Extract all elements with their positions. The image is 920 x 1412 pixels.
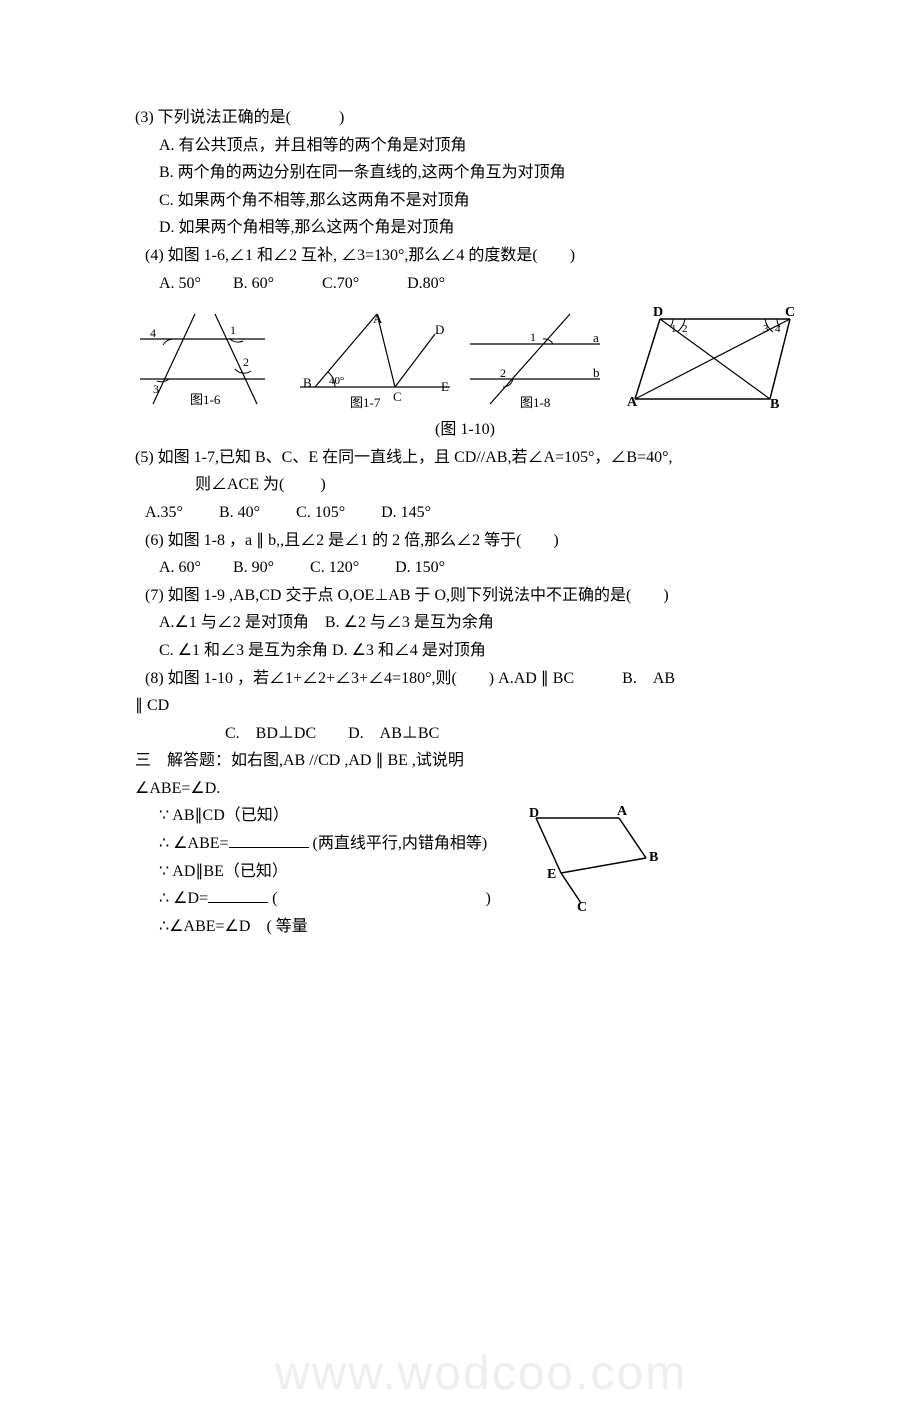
proof-p2: ∴ ∠ABE= (两直线平行,内错角相等) (135, 831, 491, 857)
svg-text:图1-6: 图1-6 (190, 392, 221, 407)
proof-p1: ∵ AB∥CD（已知） (135, 803, 491, 829)
figure-1-10: D C A B 1 2 3 4 (625, 304, 795, 409)
q4-options: A. 50° B. 60° C.70° D.80° (135, 271, 795, 297)
svg-text:A: A (627, 395, 638, 409)
svg-text:D: D (529, 806, 539, 821)
blank-2 (208, 902, 268, 903)
q8-line2: ∥ CD (135, 693, 795, 719)
svg-text:图1-7: 图1-7 (350, 395, 381, 409)
answer-line2: ∠ABE=∠D. (135, 776, 795, 802)
q6-stem: (6) 如图 1-8 ，a ∥ b,,且∠2 是∠1 的 2 倍,那么∠2 等于… (135, 528, 795, 554)
q3-opt-a: A. 有公共顶点，并且相等的两个角是对顶角 (135, 133, 795, 159)
svg-text:图1-8: 图1-8 (520, 395, 550, 409)
svg-text:D: D (435, 322, 444, 337)
svg-text:4: 4 (775, 323, 781, 335)
svg-text:40°: 40° (329, 375, 344, 387)
q3-opt-c: C. 如果两个角不相等,那么这两角不是对顶角 (135, 188, 795, 214)
q3-stem: (3) 下列说法正确的是( ) (135, 105, 795, 131)
proof-p4b: ( ) (272, 890, 491, 907)
figure-1-8: 1 2 a b 图1-8 (465, 309, 615, 409)
q8-line3: C. BD⊥DC D. AB⊥BC (135, 721, 795, 747)
q3-opt-d: D. 如果两个角相等,那么这两个角是对顶角 (135, 215, 795, 241)
svg-text:A: A (373, 311, 383, 326)
q7-line2: A.∠1 与∠2 是对顶角 B. ∠2 与∠3 是互为余角 (135, 610, 795, 636)
svg-text:b: b (593, 365, 600, 380)
svg-text:E: E (547, 867, 556, 882)
svg-text:1: 1 (671, 323, 677, 335)
svg-text:3: 3 (153, 382, 159, 396)
proof-p4a: ∴ ∠D= (159, 890, 208, 907)
svg-text:C: C (393, 389, 402, 404)
svg-text:A: A (617, 804, 628, 819)
q7-stem: (7) 如图 1-9 ,AB,CD 交于点 O,OE⊥AB 于 O,则下列说法中… (135, 583, 795, 609)
proof-figure: D A B E C (511, 803, 671, 922)
proof-p3: ∵ AD∥BE（已知） (135, 859, 491, 885)
svg-text:C: C (577, 900, 587, 913)
svg-text:B: B (303, 375, 312, 390)
q4-stem: (4) 如图 1-6,∠1 和∠2 互补, ∠3=130°,那么∠4 的度数是(… (135, 243, 795, 269)
svg-text:a: a (593, 330, 599, 345)
watermark: www.wodcoo.com (275, 1336, 687, 1412)
q5-options: A.35° B. 40° C. 105° D. 145° (135, 500, 795, 526)
svg-text:3: 3 (763, 323, 769, 335)
q5-line2: 则∠ACE 为( ) (135, 472, 795, 498)
svg-text:E: E (441, 379, 449, 394)
svg-text:B: B (770, 397, 779, 409)
svg-text:2: 2 (682, 323, 688, 335)
svg-text:B: B (649, 850, 658, 865)
figure-1-6: 4 1 2 3 图1-6 (135, 309, 285, 409)
q7-line3: C. ∠1 和∠3 是互为余角 D. ∠3 和∠4 是对顶角 (135, 638, 795, 664)
svg-text:4: 4 (150, 326, 156, 340)
q6-options: A. 60° B. 90° C. 120° D. 150° (135, 555, 795, 581)
answer-title: 三 解答题：如右图,AB //CD ,AD ∥ BE ,试说明 (135, 748, 795, 774)
proof-p2a: ∴ ∠ABE= (159, 835, 229, 852)
svg-text:1: 1 (530, 330, 536, 344)
svg-text:D: D (653, 305, 663, 320)
figure-1-7: 40° A D B C E 图1-7 (295, 309, 455, 409)
figure-caption: (图 1-10) (135, 417, 795, 443)
svg-text:2: 2 (500, 366, 506, 380)
proof-p5: ∴∠ABE=∠D ( 等量 (135, 914, 491, 940)
svg-text:1: 1 (230, 323, 236, 337)
q3-opt-b: B. 两个角的两边分别在同一条直线的,这两个角互为对顶角 (135, 160, 795, 186)
svg-text:2: 2 (243, 355, 249, 369)
proof-p4: ∴ ∠D= ( ) (135, 886, 491, 912)
figures-row: 4 1 2 3 图1-6 40° A D B C E 图1-7 (135, 304, 795, 409)
proof-p2b: (两直线平行,内错角相等) (313, 835, 488, 852)
blank-1 (229, 847, 309, 848)
q5-line1: (5) 如图 1-7,已知 B、C、E 在同一直线上，且 CD//AB,若∠A=… (135, 445, 795, 471)
svg-text:C: C (785, 305, 795, 320)
q8-line1: (8) 如图 1-10 ，若∠1+∠2+∠3+∠4=180°,则( ) A.AD… (135, 666, 795, 692)
